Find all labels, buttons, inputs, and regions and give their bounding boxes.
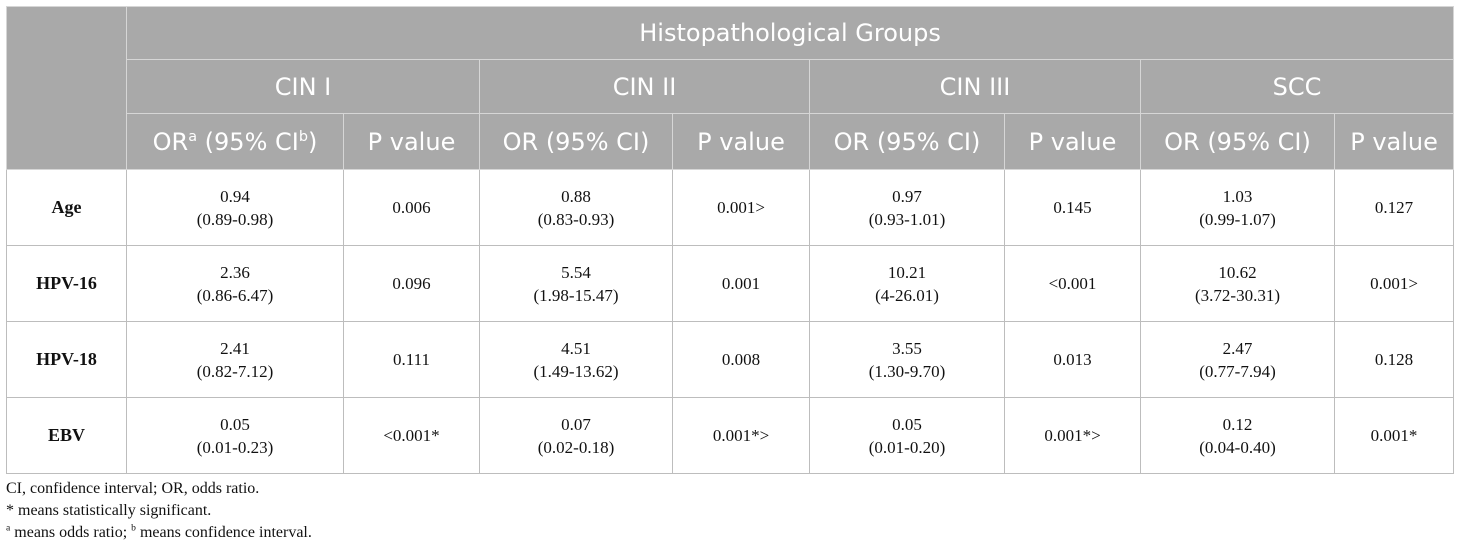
group-scc: SCC [1139,59,1455,114]
or-ci-cell: 4.51 (1.49-13.62) [479,321,673,398]
or-ci-cell: 3.55 (1.30-9.70) [809,321,1005,398]
group-header: Histopathological Groups [125,6,1455,60]
col-or-ci-scc: OR (95% CI) [1140,113,1335,170]
or-ci-cell: 0.07 (0.02-0.18) [479,397,673,474]
header-row-group-names: CIN I CIN II CIN III SCC [7,59,1455,114]
row-label: HPV-18 [6,321,127,398]
confidence-interval-value: (0.01-0.20) [868,437,946,457]
group-cin3: CIN III [809,59,1141,114]
odds-ratio-value: 0.88 [561,186,591,206]
or-ci-cell: 0.94 (0.89-0.98) [126,169,344,246]
odds-ratio-value: 0.97 [892,186,922,206]
p-value-cell: 0.001 [672,245,810,322]
confidence-interval-value: (0.93-1.01) [868,209,946,229]
or-ci-cell: 0.88 (0.83-0.93) [479,169,673,246]
table-row: Age 0.94 (0.89-0.98) 0.006 0.88 (0.83-0.93) 0.… [6,169,1455,246]
p-value-cell: 0.001> [672,169,810,246]
p-value-cell: 0.013 [1004,321,1141,398]
table-row: HPV-18 2.41 (0.82-7.12) 0.111 4.51 (1.49-13.6… [6,321,1455,398]
confidence-interval-value: (4-26.01) [875,285,939,305]
p-value-cell: <0.001* [343,397,480,474]
odds-ratio-value: 1.03 [1222,186,1253,206]
header-row-columns: ORa (95% CIb) P value OR (95% CI) P valu… [7,113,1455,170]
p-value-cell: 0.111 [343,321,480,398]
odds-ratio-value: 5.54 [561,262,591,282]
col-p-cin1: P value [343,113,480,170]
odds-ratio-value: 0.12 [1222,414,1253,434]
p-value-cell: 0.001* [1333,397,1455,474]
p-value-cell: <0.001 [1004,245,1141,322]
confidence-interval-value: (0.04-0.40) [1199,437,1276,457]
row-label: EBV [6,397,127,474]
results-table-container: Histopathological Groups CIN I CIN II CI… [6,6,1455,474]
or-ci-cell: 0.97 (0.93-1.01) [809,169,1005,246]
col-p-cin3: P value [1004,113,1141,170]
table-row: EBV 0.05 (0.01-0.23) <0.001* 0.07 (0.02-0.18)… [6,397,1455,474]
p-value-cell: 0.001*> [672,397,810,474]
p-value-cell: 0.008 [672,321,810,398]
confidence-interval-value: (0.02-0.18) [537,437,615,457]
header-row-groups: Histopathological Groups [6,6,1455,170]
confidence-interval-value: (1.30-9.70) [868,361,946,381]
confidence-interval-value: (0.83-0.93) [537,209,615,229]
col-or-ci-cin2: OR (95% CI) [479,113,673,170]
confidence-interval-value: (0.89-0.98) [196,209,274,229]
or-ci-cell: 0.05 (0.01-0.20) [809,397,1005,474]
col-or-ci-cin3: OR (95% CI) [809,113,1005,170]
odds-ratio-value: 3.55 [892,338,922,358]
or-ci-cell: 2.41 (0.82-7.12) [126,321,344,398]
row-label: Age [6,169,127,246]
p-value-cell: 0.006 [343,169,480,246]
odds-ratio-value: 0.94 [220,186,250,206]
or-ci-cell: 10.21 (4-26.01) [809,245,1005,322]
results-table: Histopathological Groups CIN I CIN II CI… [6,6,1455,474]
table-body: Age 0.94 (0.89-0.98) 0.006 0.88 (0.83-0.93) 0.… [6,169,1455,474]
confidence-interval-value: (1.49-13.62) [533,361,619,381]
confidence-interval-value: (0.99-1.07) [1199,209,1276,229]
table-row: HPV-16 2.36 (0.86-6.47) 0.096 5.54 (1.98-15.4… [6,245,1455,322]
col-p-scc: P value [1333,113,1455,170]
corner-cell [6,6,127,170]
p-value-cell: 0.096 [343,245,480,322]
group-cin2: CIN II [479,59,810,114]
col-p-cin2: P value [672,113,810,170]
odds-ratio-value: 10.21 [887,262,927,282]
odds-ratio-value: 0.05 [220,414,250,434]
odds-ratio-value: 2.36 [220,262,250,282]
or-ci-cell: 0.05 (0.01-0.23) [126,397,344,474]
footnote-superscripts: a means odds ratio; b means confidence i… [6,522,312,541]
confidence-interval-value: (1.98-15.47) [533,285,619,305]
odds-ratio-value: 10.62 [1218,262,1257,282]
confidence-interval-value: (0.82-7.12) [196,361,274,381]
group-cin1: CIN I [126,59,480,114]
footnote-significance: * means statistically significant. [6,502,212,519]
footnote-abbreviations: CI, confidence interval; OR, odds ratio. [6,480,260,497]
p-value-cell: 0.145 [1004,169,1141,246]
or-ci-cell: 0.12 (0.04-0.40) [1140,397,1335,474]
p-value-cell: 0.001*> [1004,397,1141,474]
odds-ratio-value: 0.05 [892,414,922,434]
col-or-ci-cin1: ORa (95% CIb) [126,113,344,170]
or-ci-cell: 2.36 (0.86-6.47) [126,245,344,322]
confidence-interval-value: (0.01-0.23) [196,437,274,457]
row-label: HPV-16 [6,245,127,322]
confidence-interval-value: (3.72-30.31) [1195,285,1280,305]
or-ci-cell: 2.47 (0.77-7.94) [1140,321,1335,398]
odds-ratio-value: 0.07 [561,414,591,434]
or-ci-cell: 1.03 (0.99-1.07) [1140,169,1335,246]
p-value-cell: 0.001> [1333,245,1455,322]
odds-ratio-value: 2.41 [220,338,250,358]
p-value-cell: 0.128 [1333,321,1455,398]
footnotes: CI, confidence interval; OR, odds ratio.… [6,478,312,544]
odds-ratio-value: 2.47 [1222,338,1253,358]
odds-ratio-value: 4.51 [561,338,591,358]
confidence-interval-value: (0.77-7.94) [1199,361,1276,381]
or-ci-cell: 10.62 (3.72-30.31) [1140,245,1335,322]
confidence-interval-value: (0.86-6.47) [196,285,274,305]
or-ci-cell: 5.54 (1.98-15.47) [479,245,673,322]
p-value-cell: 0.127 [1333,169,1455,246]
